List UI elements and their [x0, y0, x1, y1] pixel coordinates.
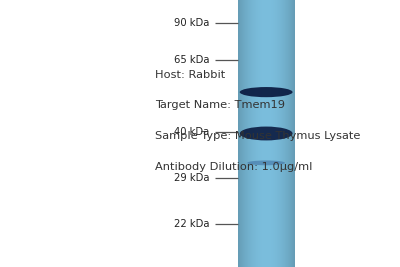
Text: 90 kDa: 90 kDa	[174, 18, 210, 28]
Text: Sample Type: Mouse Thymus Lysate: Sample Type: Mouse Thymus Lysate	[155, 131, 360, 141]
Ellipse shape	[240, 87, 292, 97]
Text: 40 kDa: 40 kDa	[174, 127, 210, 137]
Text: Host: Rabbit: Host: Rabbit	[155, 70, 225, 80]
Ellipse shape	[240, 127, 292, 140]
Text: 22 kDa: 22 kDa	[174, 219, 210, 229]
Text: Target Name: Tmem19: Target Name: Tmem19	[155, 100, 285, 111]
Text: 29 kDa: 29 kDa	[174, 172, 210, 183]
Text: 65 kDa: 65 kDa	[174, 55, 210, 65]
Text: Antibody Dilution: 1.0µg/ml: Antibody Dilution: 1.0µg/ml	[155, 162, 312, 172]
Ellipse shape	[247, 160, 285, 165]
